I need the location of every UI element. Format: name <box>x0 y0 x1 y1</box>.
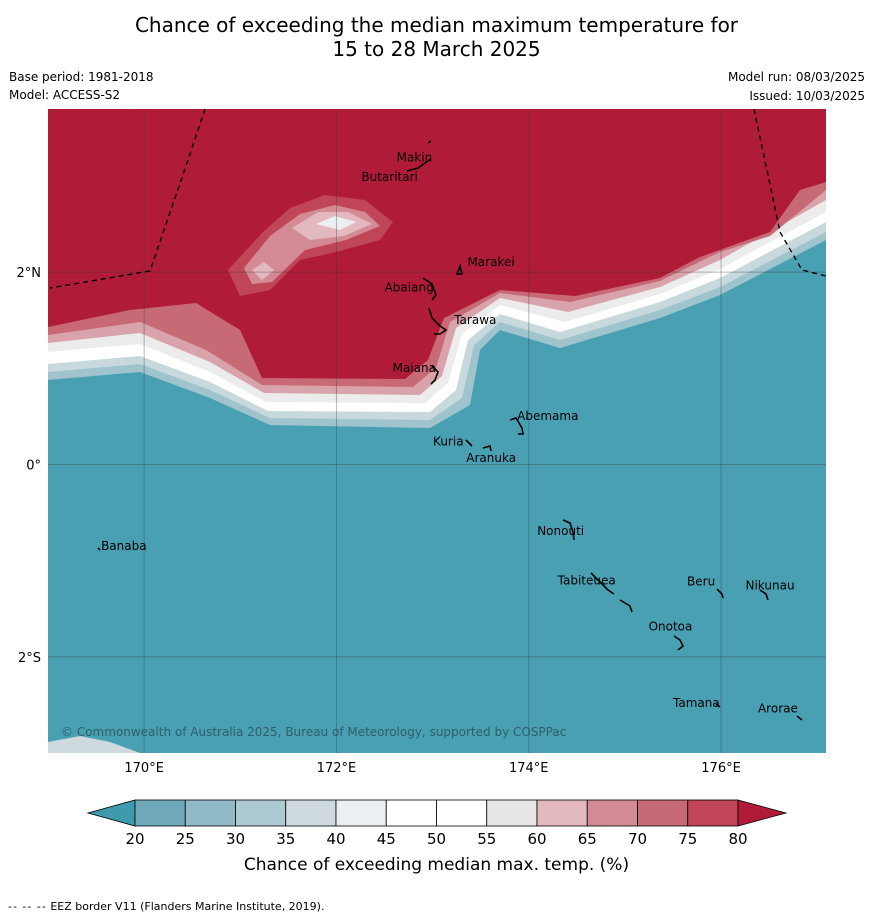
colorbar-tick-label: 75 <box>678 830 697 848</box>
island-onotoa <box>673 635 685 651</box>
colorbar-tick-label: 20 <box>125 830 144 848</box>
colorbar-segment <box>235 799 287 827</box>
place-label-marakei: Marakei <box>467 255 514 269</box>
island-kuria <box>465 439 473 447</box>
island-tarawa <box>428 307 448 335</box>
eez-border-west <box>49 109 206 289</box>
place-label-onotoa: Onotoa <box>649 620 693 634</box>
islands <box>97 140 803 721</box>
place-label-butaritari: Butaritari <box>361 170 418 184</box>
colorbar-segment <box>385 799 437 827</box>
lon-tick-label: 170°E <box>124 761 164 776</box>
grid-lines <box>48 109 826 753</box>
place-label-banaba: Banaba <box>101 539 147 553</box>
colorbar-tick-label: 35 <box>276 830 295 848</box>
above-median-area <box>48 109 826 379</box>
colorbar-segment <box>486 799 538 827</box>
colorbar-tick-label: 50 <box>427 830 446 848</box>
colorbar-segment <box>134 799 186 827</box>
island-tabiteuea <box>590 572 633 613</box>
colorbar-segment <box>335 799 387 827</box>
base-period: Base period: 1981-2018 <box>9 70 154 84</box>
place-label-tamana: Tamana <box>672 696 720 710</box>
place-label-arorae: Arorae <box>758 702 798 716</box>
lon-tick-label: 172°E <box>317 761 357 776</box>
island-abaiang <box>422 277 437 301</box>
place-label-nikunau: Nikunau <box>746 578 795 592</box>
map-fill: Makin Butaritari Marakei Abaiang Tarawa Maian… <box>48 109 826 753</box>
lat-tick-label: 2°N <box>17 266 42 281</box>
place-label-abemama: Abemama <box>517 409 578 423</box>
place-label-beru: Beru <box>687 575 715 589</box>
colorbar-segment <box>184 799 236 827</box>
colorbar-tick-label: 25 <box>176 830 195 848</box>
island-marakei <box>455 263 464 275</box>
island-arorae <box>796 715 803 721</box>
island-makin <box>427 140 432 144</box>
colorbar-segment <box>285 799 337 827</box>
band-55-blob <box>316 216 356 230</box>
colorbar: 20 25 30 35 40 45 50 55 60 65 70 75 80 <box>86 799 788 848</box>
place-label-tarawa: Tarawa <box>453 313 496 327</box>
colorbar-tick-label: 70 <box>628 830 647 848</box>
island-beru <box>716 588 724 599</box>
axis-labels: 170°E 172°E 174°E 176°E 2°N 0° 2°S <box>17 266 741 776</box>
band-65-small <box>252 262 274 280</box>
eez-border-east <box>753 109 826 277</box>
place-label-abaiang: Abaiang <box>385 280 434 294</box>
colorbar-tick-label: 60 <box>527 830 546 848</box>
colorbar-segment <box>637 799 689 827</box>
model-run: Model run: 08/03/2025 <box>727 70 865 84</box>
lat-tick-label: 2°S <box>18 651 41 666</box>
island-nonouti <box>562 519 575 541</box>
colorbar-segment <box>536 799 588 827</box>
forecast-map: Makin Butaritari Marakei Abaiang Tarawa Maian… <box>17 109 826 848</box>
colorbar-tick-label: 45 <box>377 830 396 848</box>
eez-border <box>49 109 826 289</box>
place-label-nonouti: Nonouti <box>537 524 584 538</box>
place-label-kuria: Kuria <box>433 434 464 448</box>
colorbar-segment <box>586 799 638 827</box>
lon-tick-label: 176°E <box>701 761 741 776</box>
colorbar-tick-label: 30 <box>226 830 245 848</box>
island-nikunau <box>759 589 769 601</box>
island-butaritari <box>406 158 432 172</box>
colorbar-segment <box>687 799 739 827</box>
place-label-tabiteuea: Tabiteuea <box>557 574 616 588</box>
colorbar-tick-label: 65 <box>578 830 597 848</box>
island-tamana <box>715 703 721 708</box>
eez-legend-text: EEZ border V11 (Flanders Marine Institut… <box>50 900 325 913</box>
island-maiana <box>430 365 439 385</box>
place-label-aranuka: Aranuka <box>466 451 516 465</box>
lat-tick-label: 0° <box>26 459 41 474</box>
map-title-line1: Chance of exceeding the median maximum t… <box>134 13 739 37</box>
footer-note: -- -- -- EEZ border V11 (Flanders Marine… <box>8 900 324 913</box>
colorbar-segment <box>436 799 488 827</box>
band-40-corner <box>48 736 140 753</box>
place-label-makin: Makin <box>397 150 433 164</box>
colorbar-tick-label: 40 <box>326 830 345 848</box>
colorbar-tick-label: 55 <box>477 830 496 848</box>
place-label-maiana: Maiana <box>393 361 436 375</box>
copyright-text: © Commonwealth of Australia 2025, Bureau… <box>61 725 566 739</box>
colorbar-label: Chance of exceeding median max. temp. (%… <box>243 855 630 875</box>
map-title-line2: 15 to 28 March 2025 <box>332 37 541 61</box>
place-labels: Makin Butaritari Marakei Abaiang Tarawa Maian… <box>101 150 798 715</box>
eez-legend-dash: -- -- -- <box>8 900 47 913</box>
colorbar-tick-label: 80 <box>728 830 747 848</box>
issued-date: Issued: 10/03/2025 <box>749 89 865 103</box>
model-name: Model: ACCESS-S2 <box>9 88 121 102</box>
colorbar-low-arrow <box>86 799 136 827</box>
island-banaba <box>97 547 101 551</box>
island-aranuka <box>482 444 492 452</box>
lon-tick-label: 174°E <box>509 761 549 776</box>
colorbar-high-arrow <box>737 799 788 827</box>
island-abemama <box>509 417 524 435</box>
